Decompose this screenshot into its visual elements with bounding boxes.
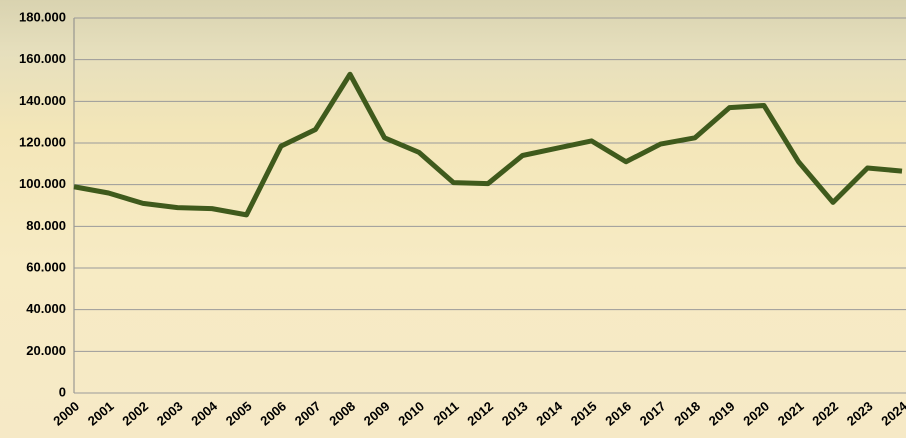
page: 0 20.000 40.000 60.000 80.000 100.000 120.000 1… [0,0,906,438]
background [0,0,906,438]
y-tick-label: 80.000 [26,218,66,233]
y-tick-label: 120.000 [19,134,66,149]
y-tick-label: 0 [59,384,66,399]
y-tick-label: 100.000 [19,176,66,191]
y-tick-label: 20.000 [26,343,66,358]
y-tick-label: 180.000 [19,9,66,24]
y-tick-label: 40.000 [26,301,66,316]
y-tick-label: 160.000 [19,51,66,66]
y-tick-label: 60.000 [26,259,66,274]
y-tick-label: 140.000 [19,93,66,108]
chart: 0 20.000 40.000 60.000 80.000 100.000 120.000 1… [0,0,906,438]
